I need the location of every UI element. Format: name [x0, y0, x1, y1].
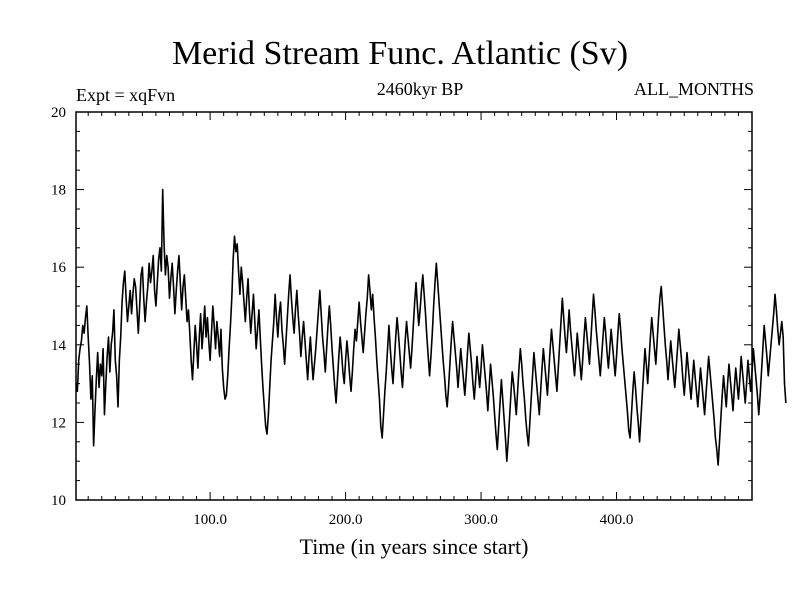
- x-tick-label: 100.0: [193, 512, 227, 528]
- x-axis-label: Time (in years since start): [300, 534, 529, 559]
- y-tick-label: 14: [51, 338, 67, 354]
- y-tick-label: 18: [51, 183, 66, 199]
- y-tick-label: 12: [51, 415, 66, 431]
- y-tick-label: 20: [51, 105, 66, 121]
- chart-title: Merid Stream Func. Atlantic (Sv): [171, 35, 629, 72]
- series-group: [75, 188, 787, 466]
- period-label: 2460kyr BP: [376, 79, 464, 99]
- y-tick-label: 16: [51, 260, 67, 276]
- x-tick-label: 200.0: [329, 512, 363, 528]
- x-tick-label: 400.0: [600, 512, 634, 528]
- y-tick-label: 10: [51, 493, 66, 509]
- x-tick-label: 300.0: [464, 512, 498, 528]
- months-label: ALL_MONTHS: [634, 79, 754, 99]
- experiment-label: Expt = xqFvn: [76, 85, 176, 105]
- axis-tick-labels: 10 12 14 16 18 20 100.0 200.0 300.0 400.0: [51, 105, 633, 528]
- plot-frame: [75, 111, 753, 501]
- series-line: [75, 188, 787, 466]
